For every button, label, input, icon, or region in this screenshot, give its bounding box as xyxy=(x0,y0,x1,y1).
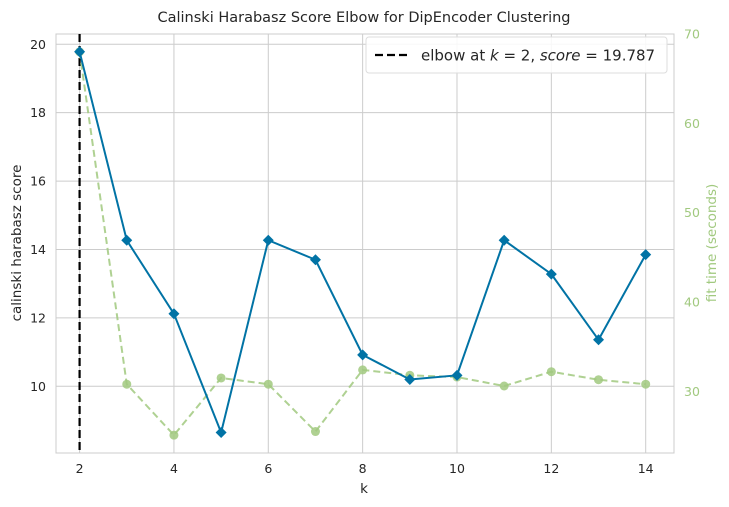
y-tick-label: 12 xyxy=(30,310,46,325)
legend-score-var: score xyxy=(540,47,581,65)
score-point xyxy=(404,373,416,385)
fit-time-point xyxy=(122,379,132,389)
score-point xyxy=(545,268,557,280)
legend-k-var: k xyxy=(490,47,500,65)
y2-tick-label: 30 xyxy=(684,384,700,399)
y-tick-label: 16 xyxy=(30,174,46,189)
score-point xyxy=(168,308,180,320)
y-tick-label: 20 xyxy=(30,37,46,52)
fit-time-point xyxy=(641,379,651,389)
y2-tick-label: 40 xyxy=(684,295,700,310)
fit-time-point xyxy=(310,427,320,437)
x-tick-label: 2 xyxy=(76,461,84,476)
fit-time-point xyxy=(594,375,604,385)
legend-box xyxy=(365,36,668,74)
y-tick-label: 18 xyxy=(30,105,46,120)
legend-elbow-label: elbow at k = 2, score = 19.787 xyxy=(421,47,655,65)
y2-tick-label: 70 xyxy=(684,27,700,42)
plot-area xyxy=(55,33,675,454)
score-point xyxy=(357,349,369,361)
fit-time-point xyxy=(263,379,273,389)
fit-time-point xyxy=(546,367,556,377)
score-point xyxy=(215,426,227,438)
score-point xyxy=(451,369,463,381)
y2-axis-label: fit time (seconds) xyxy=(704,184,720,303)
fit-time-point xyxy=(216,373,226,383)
y-axis-label: calinski harabasz score xyxy=(9,165,25,322)
score-point xyxy=(593,334,605,346)
legend-k-eq: = 2, xyxy=(499,47,540,65)
legend: elbow at k = 2, score = 19.787 xyxy=(365,36,668,74)
score-point xyxy=(640,249,652,261)
x-tick-label: 8 xyxy=(359,461,367,476)
score-point xyxy=(498,234,510,246)
legend-prefix: elbow at xyxy=(421,47,490,65)
tick-labels: 2 4 6 8 10 12 14 10 12 14 16 18 20 30 40 50 60 70 xyxy=(30,27,700,477)
chart-title: Calinski Harabasz Score Elbow for DipEnc… xyxy=(157,10,570,26)
fit-time-point xyxy=(169,430,179,440)
x-axis-label: k xyxy=(360,481,368,497)
x-tick-label: 4 xyxy=(170,461,178,476)
x-tick-label: 12 xyxy=(543,461,559,476)
score-point xyxy=(74,46,86,58)
series-group xyxy=(74,46,652,440)
score-point xyxy=(309,254,321,266)
fit-time-point xyxy=(358,365,368,375)
fit-time-point xyxy=(499,381,509,391)
y-tick-label: 10 xyxy=(30,379,46,394)
x-tick-label: 14 xyxy=(638,461,654,476)
score-point xyxy=(121,234,133,246)
legend-score-eq: = 19.787 xyxy=(581,47,656,65)
y2-tick-label: 60 xyxy=(684,116,700,131)
x-tick-label: 6 xyxy=(264,461,272,476)
y-tick-label: 14 xyxy=(30,242,46,257)
x-tick-label: 10 xyxy=(449,461,465,476)
y2-tick-label: 50 xyxy=(684,205,700,220)
score-point xyxy=(262,234,274,246)
